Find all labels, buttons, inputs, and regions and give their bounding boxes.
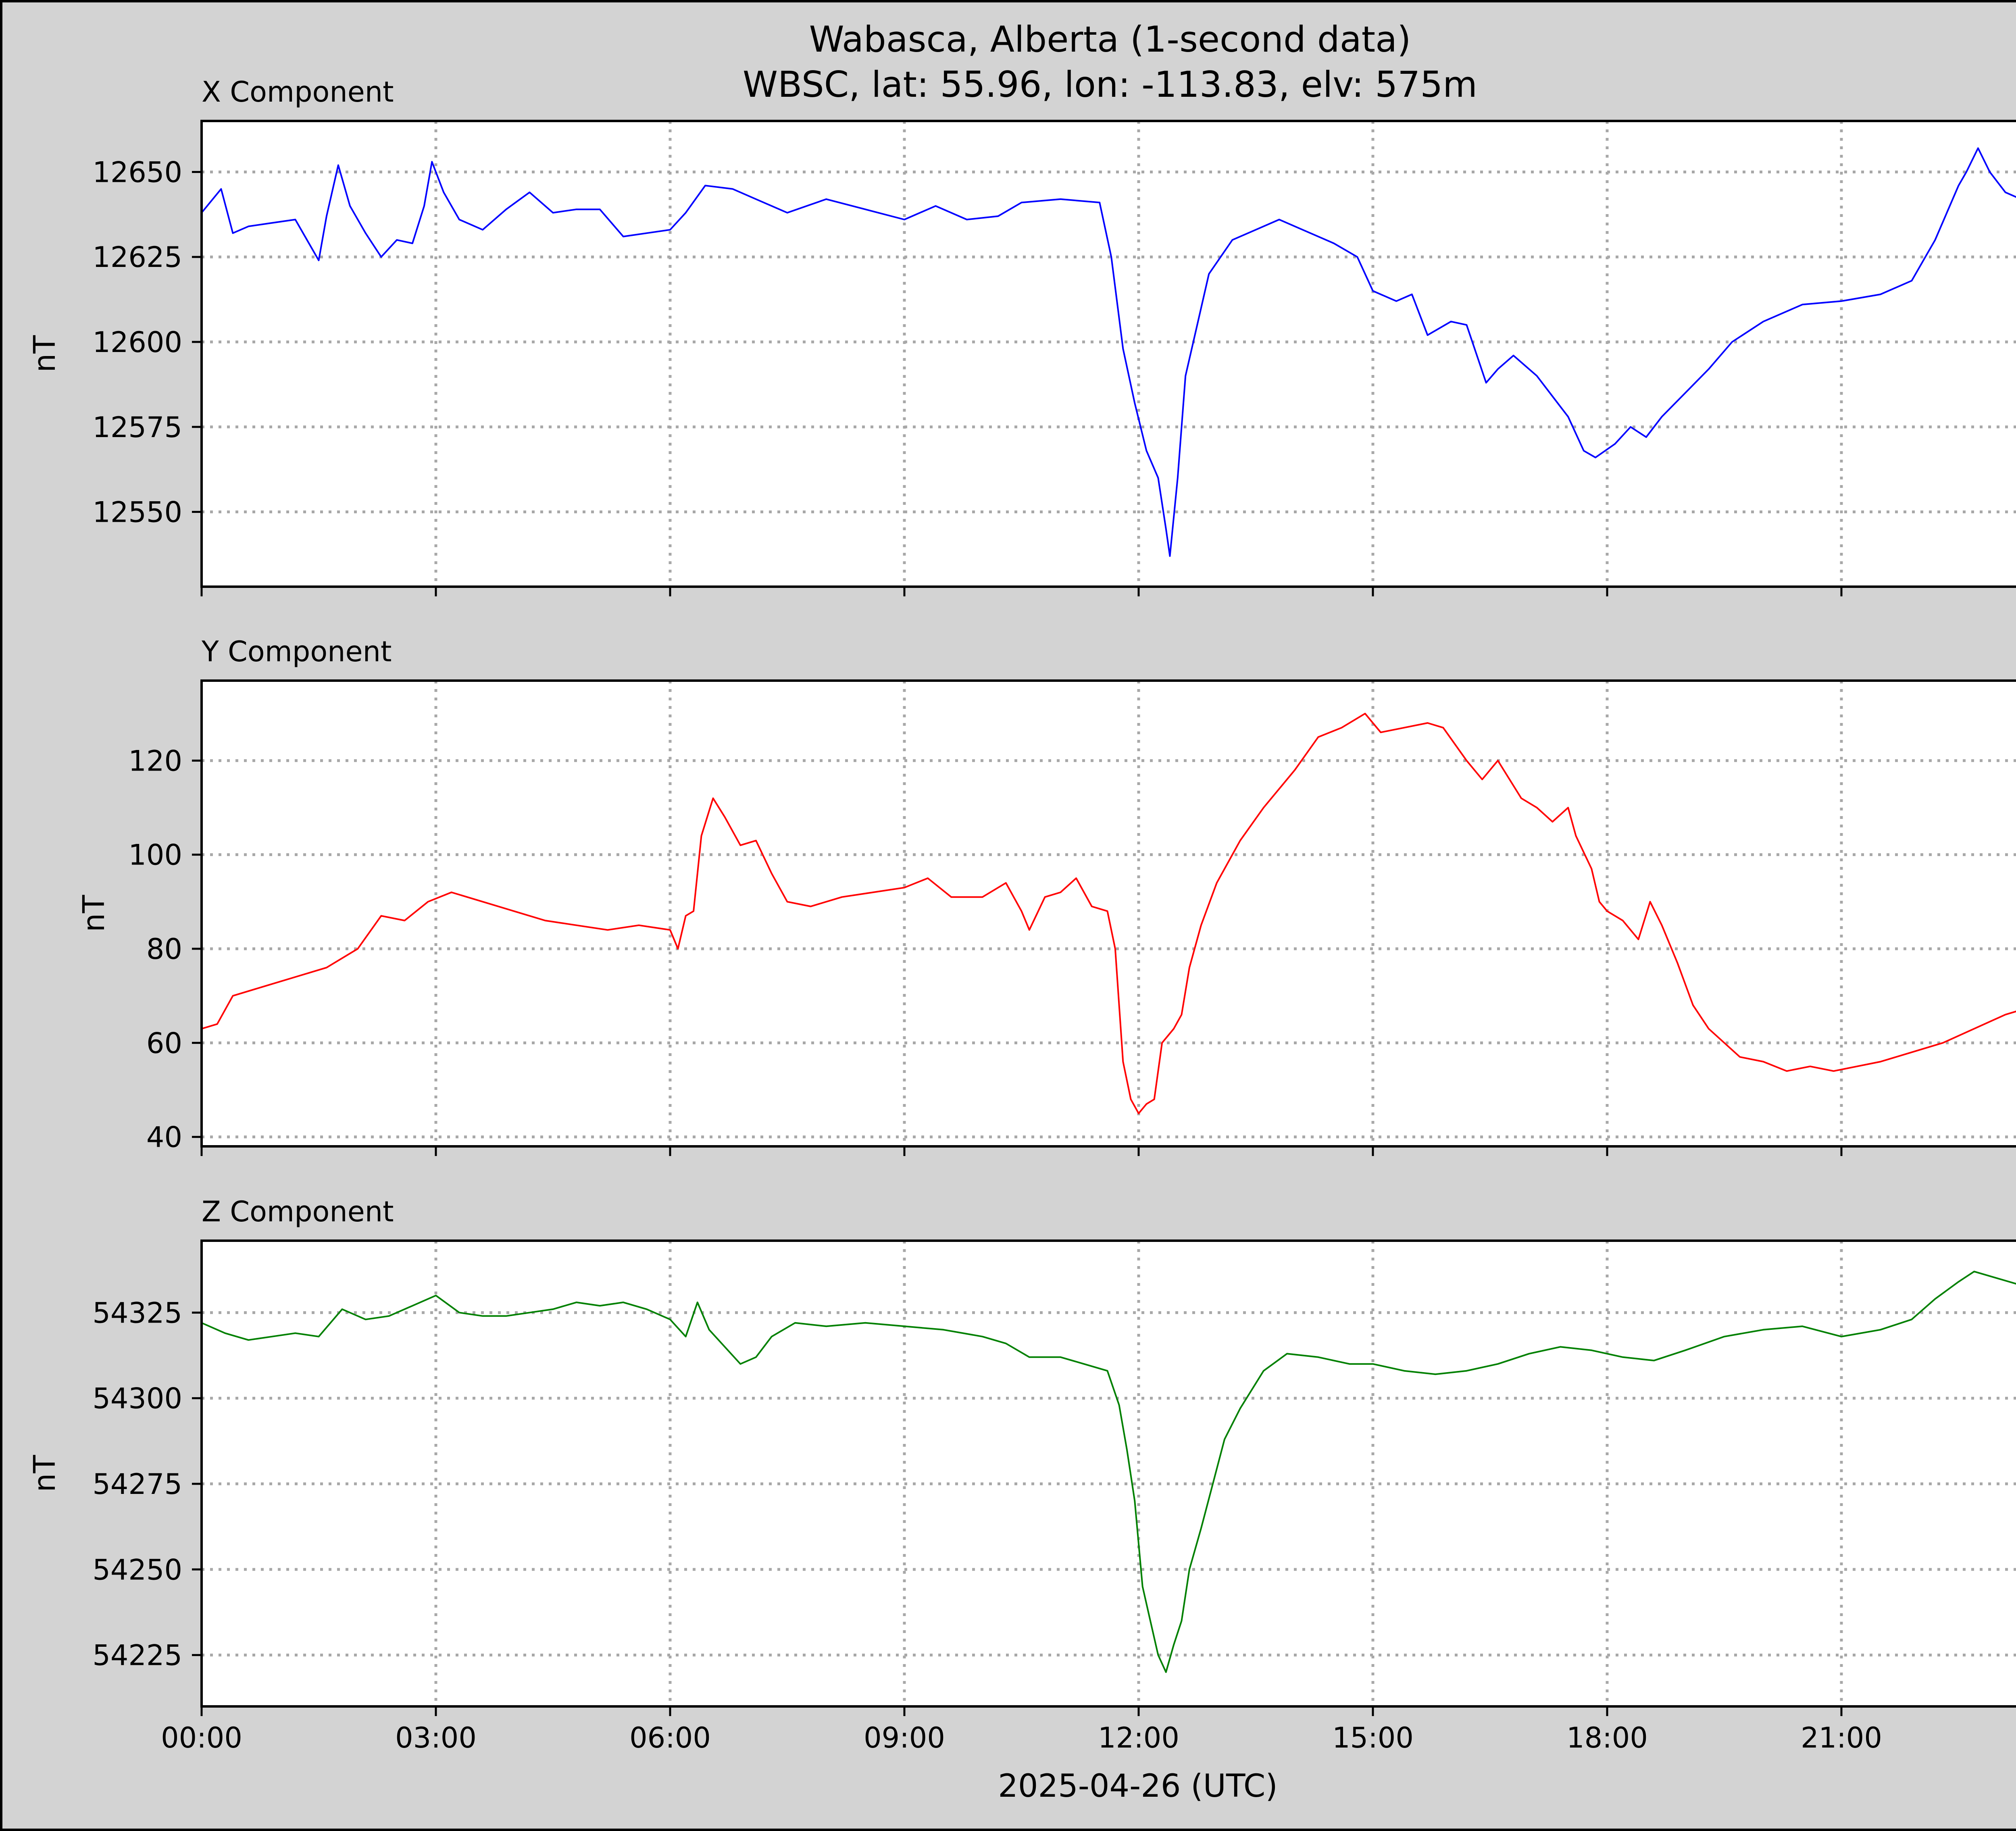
z-component-ytick-label-4: 54325: [92, 1296, 182, 1329]
x-component-ylabel: nT: [27, 335, 62, 373]
x-component-series-line: [201, 147, 2016, 557]
y-component-series-line: [201, 712, 2016, 1114]
x-tick-label-6: 18:00: [1566, 1721, 1648, 1754]
z-component-plot-area: [200, 1239, 2016, 1708]
x-component-ytick-label-4: 12650: [92, 156, 182, 189]
z-component-ytick-label-0: 54225: [92, 1639, 182, 1672]
x-component-title: X Component: [202, 75, 394, 108]
z-component-ytick-label-2: 54275: [92, 1468, 182, 1501]
x-component-frame: [200, 120, 2016, 588]
x-tick-label-5: 15:00: [1332, 1721, 1414, 1754]
figure-subtitle: WBSC, lat: 55.96, lon: -113.83, elv: 575…: [743, 64, 1477, 105]
y-component-frame: [200, 679, 2016, 1148]
subplots: X Component1255012575126001262512650nTY …: [27, 75, 2016, 1754]
y-component-ytick-label-2: 80: [146, 933, 182, 966]
y-component-ytick-label-4: 120: [128, 744, 182, 777]
x-component-ytick-label-3: 12625: [92, 241, 182, 274]
x-tick-label-7: 21:00: [1801, 1721, 1882, 1754]
x-axis-label: 2025-04-26 (UTC): [998, 1768, 1278, 1804]
x-component-ytick-label-1: 12575: [92, 411, 182, 444]
x-tick-label-4: 12:00: [1098, 1721, 1179, 1754]
y-component-ytick-label-1: 60: [146, 1027, 182, 1060]
x-tick-label-2: 06:00: [629, 1721, 711, 1754]
y-component-panel: Y Component 40 60 80 100 120 nT: [77, 635, 2016, 1156]
y-component-title: Y Component: [201, 635, 392, 668]
z-component-frame: [200, 1239, 2016, 1708]
x-tick-label-3: 09:00: [864, 1721, 945, 1754]
z-component-title: Z Component: [202, 1195, 394, 1228]
y-component-ylabel: nT: [77, 895, 111, 932]
y-component-ytick-label-3: 100: [128, 839, 182, 872]
y-component-ytick-label-0: 40: [146, 1121, 182, 1154]
z-component-ylabel: nT: [27, 1455, 62, 1492]
x-component-plot-area: [200, 120, 2016, 588]
x-component-panel: X Component 12550 12575 12600 12625 12650 nT: [27, 75, 2016, 596]
x-tick-label-1: 03:00: [395, 1721, 477, 1754]
x-tick-label-0: 00:00: [161, 1721, 242, 1754]
z-component-ytick-label-1: 54250: [92, 1553, 182, 1586]
x-component-ytick-label-0: 12550: [92, 496, 182, 529]
z-component-ytick-label-3: 54300: [92, 1382, 182, 1415]
z-component-panel: Z Component 54225 54250 54275 54300 54325 nT: [27, 1195, 2016, 1716]
z-component-series-line: [201, 1271, 2016, 1673]
y-component-plot-area: [200, 679, 2016, 1148]
figure-title: Wabasca, Alberta (1-second data): [809, 19, 1411, 60]
x-component-ytick-label-2: 12600: [92, 326, 182, 359]
